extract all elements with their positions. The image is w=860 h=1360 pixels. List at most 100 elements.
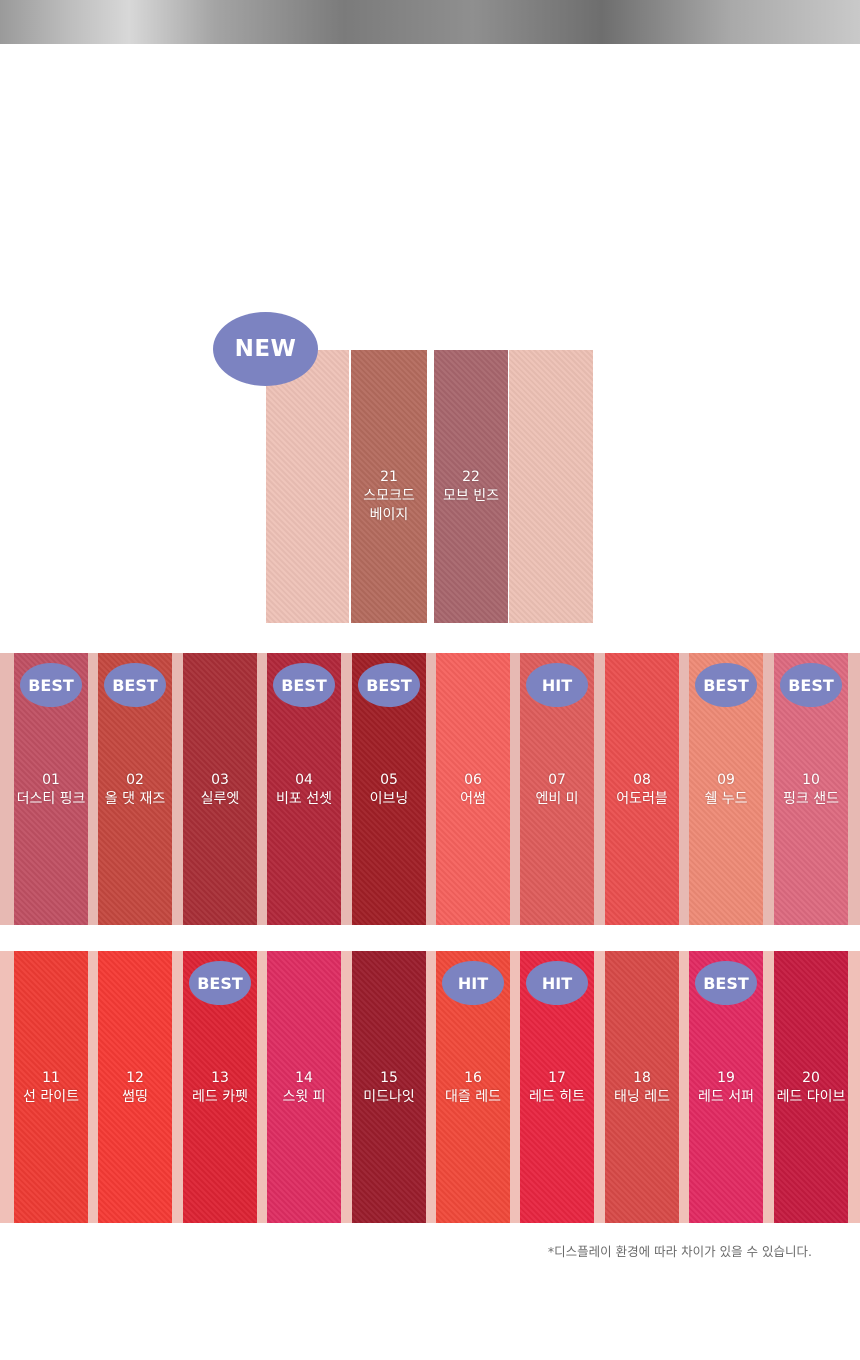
swatch-label: 05 이브닝 — [346, 771, 432, 809]
swatch-label: 20 레드 다이브 — [768, 1069, 854, 1107]
swatch-label: 21 스모크드 베이지 — [359, 468, 419, 525]
shade-number: 02 — [126, 772, 144, 788]
swatch-label: 16 대즐 레드 — [430, 1069, 516, 1107]
swatch-texture — [434, 350, 508, 623]
swatch-label: 04 비포 선셋 — [261, 771, 347, 809]
swatch-label: 07 엔비 미 — [514, 771, 600, 809]
best-badge: BEST — [695, 961, 757, 1005]
shade-name: 스모크드 베이지 — [363, 488, 415, 523]
shade-name: 올 댓 재즈 — [104, 791, 166, 807]
shade-number: 06 — [464, 772, 482, 788]
color-swatch: BEST 05 이브닝 — [352, 653, 426, 925]
shade-number: 16 — [464, 1070, 482, 1086]
swatch-label: 01 더스티 핑크 — [8, 771, 94, 809]
color-swatch: HIT 16 대즐 레드 — [436, 951, 510, 1223]
model-photo-strip — [0, 0, 860, 44]
hit-badge: HIT — [442, 961, 504, 1005]
swatch-label: 12 썸띵 — [92, 1069, 178, 1107]
shade-name: 이브닝 — [369, 791, 409, 807]
shade-name: 레드 히트 — [529, 1089, 585, 1105]
shade-name: 핑크 샌드 — [783, 791, 839, 807]
swatch-label: 19 레드 서퍼 — [683, 1069, 769, 1107]
color-swatch: 14 스윗 피 — [267, 951, 341, 1223]
color-swatch: 08 어도러블 — [605, 653, 679, 925]
color-swatch: 12 썸띵 — [98, 951, 172, 1223]
swatch-row-2: 11 선 라이트 12 썸띵 BEST 13 레드 카펫 14 스윗 피 15 미드나잇 HIT 16 대… — [0, 951, 860, 1223]
new-badge: NEW — [213, 312, 318, 386]
color-swatch — [509, 350, 593, 623]
shade-number: 05 — [380, 772, 398, 788]
color-swatch: BEST 02 올 댓 재즈 — [98, 653, 172, 925]
shade-name: 미드나잇 — [363, 1089, 415, 1105]
shade-name: 레드 서퍼 — [698, 1089, 754, 1105]
swatch-label: 03 실루엣 — [177, 771, 263, 809]
swatch-texture — [266, 350, 349, 623]
swatch-texture — [351, 350, 427, 623]
color-swatch: BEST 13 레드 카펫 — [183, 951, 257, 1223]
best-badge: BEST — [20, 663, 82, 707]
shade-number: 22 — [462, 469, 480, 485]
shade-number: 10 — [802, 772, 820, 788]
shade-name: 비포 선셋 — [276, 791, 332, 807]
shade-number: 04 — [295, 772, 313, 788]
swatch-label: 13 레드 카펫 — [177, 1069, 263, 1107]
shade-number: 17 — [548, 1070, 566, 1086]
shade-number: 15 — [380, 1070, 398, 1086]
shade-name: 레드 카펫 — [192, 1089, 248, 1105]
swatch-label: 02 올 댓 재즈 — [92, 771, 178, 809]
best-badge: BEST — [358, 663, 420, 707]
color-swatch: 06 어썸 — [436, 653, 510, 925]
best-badge: BEST — [780, 663, 842, 707]
swatch-texture — [436, 653, 510, 925]
swatch-label: 17 레드 히트 — [514, 1069, 600, 1107]
swatch-label: 14 스윗 피 — [261, 1069, 347, 1107]
best-badge: BEST — [273, 663, 335, 707]
swatch-texture — [605, 951, 679, 1223]
swatch-texture — [267, 951, 341, 1223]
shade-number: 07 — [548, 772, 566, 788]
color-swatch: BEST 19 레드 서퍼 — [689, 951, 763, 1223]
swatch-label: 08 어도러블 — [599, 771, 685, 809]
shade-name: 스윗 피 — [282, 1089, 326, 1105]
color-swatch: 22 모브 빈즈 — [434, 350, 508, 623]
shade-name: 어도러블 — [616, 791, 668, 807]
shade-name: 대즐 레드 — [445, 1089, 501, 1105]
color-swatch: 20 레드 다이브 — [774, 951, 848, 1223]
shade-number: 08 — [633, 772, 651, 788]
hit-badge: HIT — [526, 961, 588, 1005]
swatch-texture — [98, 951, 172, 1223]
shade-name: 모브 빈즈 — [443, 488, 499, 504]
shade-number: 01 — [42, 772, 60, 788]
hit-badge: HIT — [526, 663, 588, 707]
color-swatch: BEST 10 핑크 샌드 — [774, 653, 848, 925]
shade-name: 더스티 핑크 — [16, 791, 86, 807]
swatch-label: 10 핑크 샌드 — [768, 771, 854, 809]
color-swatch: 15 미드나잇 — [352, 951, 426, 1223]
swatch-texture — [605, 653, 679, 925]
color-swatch: 11 선 라이트 — [14, 951, 88, 1223]
color-swatch: 18 태닝 레드 — [605, 951, 679, 1223]
swatch-texture — [774, 951, 848, 1223]
swatch-texture — [352, 951, 426, 1223]
color-swatch: 21 스모크드 베이지 — [351, 350, 427, 623]
shade-name: 썸띵 — [122, 1089, 148, 1105]
shade-number: 09 — [717, 772, 735, 788]
shade-number: 14 — [295, 1070, 313, 1086]
best-badge: BEST — [695, 663, 757, 707]
shade-number: 13 — [211, 1070, 229, 1086]
color-swatch: HIT 17 레드 히트 — [520, 951, 594, 1223]
shade-name: 레드 다이브 — [776, 1089, 846, 1105]
color-swatch: BEST 09 쉘 누드 — [689, 653, 763, 925]
color-swatch: HIT 07 엔비 미 — [520, 653, 594, 925]
swatch-label: 06 어썸 — [430, 771, 516, 809]
swatch-label: 15 미드나잇 — [346, 1069, 432, 1107]
shade-name: 쉘 누드 — [704, 791, 748, 807]
swatch-label: 22 모브 빈즈 — [442, 468, 500, 506]
swatch-label: 11 선 라이트 — [8, 1069, 94, 1107]
shade-name: 태닝 레드 — [614, 1089, 670, 1105]
swatch-texture — [183, 653, 257, 925]
swatch-texture — [14, 951, 88, 1223]
shade-number: 21 — [380, 469, 398, 485]
display-disclaimer: *디스플레이 환경에 따라 차이가 있을 수 있습니다. — [547, 1244, 812, 1259]
shade-number: 11 — [42, 1070, 60, 1086]
